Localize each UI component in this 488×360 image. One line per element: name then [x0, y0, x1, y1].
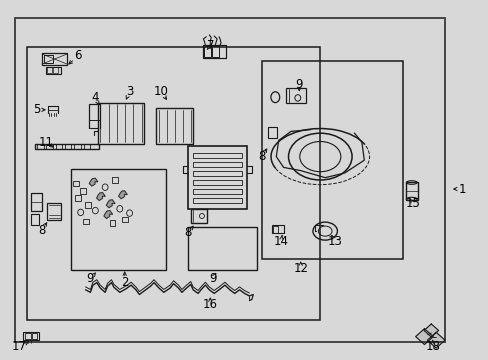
Bar [41, 53, 67, 65]
Bar [268, 127, 277, 138]
Text: 15: 15 [405, 197, 420, 210]
Bar [190, 209, 207, 223]
Text: 8: 8 [38, 224, 45, 237]
Polygon shape [103, 211, 112, 219]
Polygon shape [415, 329, 432, 345]
Polygon shape [423, 324, 438, 337]
Bar [193, 162, 242, 167]
Bar [156, 108, 193, 144]
Bar [193, 171, 242, 176]
Bar [75, 195, 81, 201]
Text: 11: 11 [39, 136, 54, 149]
Text: 2: 2 [121, 276, 128, 289]
Bar [98, 103, 144, 144]
Text: 6: 6 [74, 49, 82, 62]
Bar [71, 169, 166, 270]
Bar [85, 202, 91, 208]
Polygon shape [427, 332, 444, 348]
Bar [80, 188, 86, 194]
Bar [285, 88, 305, 103]
Text: 9: 9 [295, 78, 303, 91]
Bar [204, 46, 211, 57]
Bar [37, 144, 43, 149]
Bar [203, 45, 226, 58]
Bar [193, 189, 242, 194]
Bar [272, 226, 277, 233]
Bar [35, 144, 99, 149]
Bar [32, 333, 37, 339]
Text: 8: 8 [257, 150, 265, 163]
Bar [15, 18, 444, 342]
Polygon shape [96, 193, 105, 201]
Text: 13: 13 [327, 235, 342, 248]
Bar [122, 217, 127, 222]
Bar [212, 46, 219, 57]
Text: 9: 9 [86, 273, 94, 285]
Bar [53, 67, 58, 73]
Bar [188, 227, 256, 270]
Bar [261, 61, 403, 259]
Bar [31, 214, 39, 225]
Bar [56, 144, 62, 149]
Text: 17: 17 [12, 340, 27, 353]
Text: 10: 10 [154, 85, 168, 98]
Bar [25, 333, 31, 339]
Bar [47, 203, 61, 220]
Text: 8: 8 [184, 226, 192, 239]
Bar [31, 193, 41, 211]
Text: 1: 1 [457, 183, 465, 195]
Text: 4: 4 [91, 91, 99, 104]
Bar [405, 182, 417, 200]
Bar [193, 153, 242, 158]
Text: 14: 14 [273, 235, 288, 248]
Text: 18: 18 [425, 340, 439, 353]
Bar [82, 219, 88, 224]
Bar [46, 67, 61, 74]
Text: 9: 9 [208, 273, 216, 285]
Bar [43, 55, 53, 63]
Text: 3: 3 [125, 85, 133, 98]
Bar [193, 180, 242, 185]
Bar [46, 144, 53, 149]
Bar [112, 177, 118, 183]
Bar [188, 146, 246, 209]
Text: 12: 12 [293, 262, 307, 275]
Bar [271, 225, 283, 233]
Bar [83, 144, 90, 149]
Polygon shape [106, 200, 115, 208]
Text: 5: 5 [33, 103, 41, 116]
Text: 16: 16 [203, 298, 217, 311]
Bar [193, 198, 242, 203]
Bar [23, 332, 39, 340]
Bar [73, 181, 79, 186]
Bar [74, 144, 81, 149]
Text: 7: 7 [206, 39, 214, 51]
Bar [27, 47, 320, 320]
Bar [65, 144, 71, 149]
Polygon shape [89, 178, 98, 186]
Bar [109, 220, 115, 226]
Bar [47, 67, 52, 73]
Polygon shape [118, 191, 127, 199]
